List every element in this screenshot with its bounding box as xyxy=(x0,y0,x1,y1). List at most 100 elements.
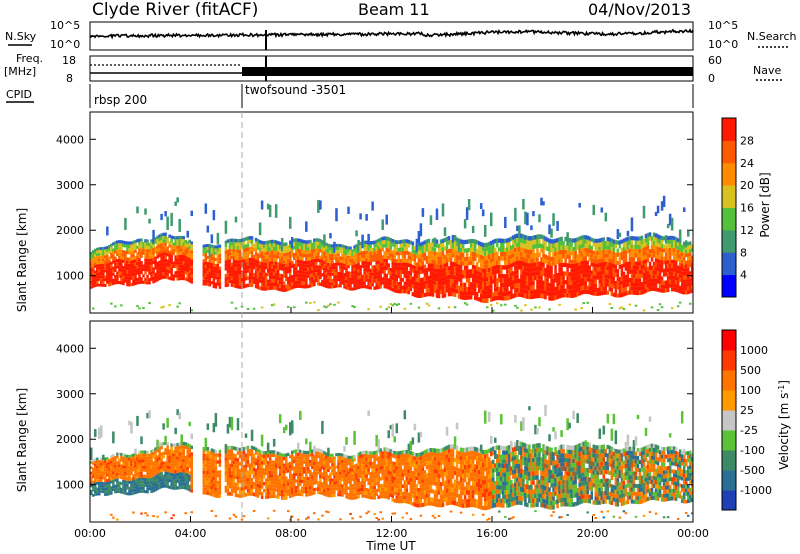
echo-cell xyxy=(421,257,425,262)
echo-cell xyxy=(353,274,356,278)
echo-cell xyxy=(566,284,569,289)
echo-cell xyxy=(234,238,238,243)
echo-cell xyxy=(178,251,181,255)
echo-cell xyxy=(538,270,541,276)
scatter-cell xyxy=(666,223,670,229)
echo-cell xyxy=(377,256,380,261)
echo-cell xyxy=(423,244,427,249)
echo-cell xyxy=(188,239,191,243)
echo-cell xyxy=(102,252,105,256)
echo-cell xyxy=(90,466,93,469)
echo-cell xyxy=(616,281,620,286)
echo-cell xyxy=(455,241,459,247)
echo-cell xyxy=(494,269,497,275)
echo-cell xyxy=(148,471,151,476)
echo-cell xyxy=(530,285,533,291)
echo-cell xyxy=(554,251,557,257)
echo-cell xyxy=(258,261,262,266)
echo-cell xyxy=(166,275,169,280)
echo-cell xyxy=(110,477,113,481)
echo-cell xyxy=(208,481,212,486)
echo-cell xyxy=(447,257,451,262)
echo-cell xyxy=(210,244,214,248)
echo-cell xyxy=(114,265,117,269)
echo-cell xyxy=(230,467,234,471)
echo-cell xyxy=(508,282,511,287)
echo-cell xyxy=(411,241,415,246)
echo-cell xyxy=(270,246,274,251)
echo-cell xyxy=(554,291,557,296)
echo-cell xyxy=(234,242,238,246)
echo-cell xyxy=(150,468,153,472)
echo-cell xyxy=(100,278,103,281)
echo-cell xyxy=(323,248,326,252)
echo-cell xyxy=(128,460,131,464)
echo-cell xyxy=(582,281,585,286)
echo-cell xyxy=(393,266,397,270)
echo-cell xyxy=(648,253,652,258)
echo-cell xyxy=(112,459,115,463)
echo-cell xyxy=(142,251,145,255)
echo-cell xyxy=(204,279,208,283)
echo-cell xyxy=(375,246,378,251)
echo-cell xyxy=(188,464,191,468)
echo-cell xyxy=(602,278,606,283)
echo-cell xyxy=(280,249,284,254)
echo-cell xyxy=(106,278,109,281)
echo-cell xyxy=(387,285,390,290)
echo-cell xyxy=(373,275,376,280)
echo-cell xyxy=(628,290,632,295)
echo-cell xyxy=(524,280,527,285)
echo-cell xyxy=(419,285,423,290)
echo-cell xyxy=(630,248,634,253)
echo-cell xyxy=(598,279,602,284)
near-range-cell xyxy=(650,306,654,309)
echo-cell xyxy=(590,282,593,287)
echo-cell xyxy=(411,257,415,261)
echo-cell xyxy=(594,263,598,268)
echo-cell xyxy=(594,238,598,243)
echo-cell xyxy=(154,463,157,467)
echo-cell xyxy=(140,450,143,454)
echo-cell xyxy=(351,252,354,256)
echo-cell xyxy=(612,251,616,256)
echo-cell xyxy=(248,283,252,287)
scatter-cell xyxy=(548,224,551,235)
echo-cell xyxy=(228,238,232,243)
echo-cell xyxy=(202,484,206,488)
near-range-cell xyxy=(580,307,583,310)
echo-cell xyxy=(520,288,523,293)
echo-cell xyxy=(256,274,260,279)
echo-cell xyxy=(556,259,559,265)
echo-cell xyxy=(656,275,660,280)
echo-cell xyxy=(560,245,563,250)
echo-cell xyxy=(124,260,127,264)
scatter-cell xyxy=(664,235,668,244)
echo-cell xyxy=(431,284,435,289)
echo-cell xyxy=(212,479,216,484)
echo-cell xyxy=(162,249,165,253)
echo-cell xyxy=(369,279,372,283)
echo-cell xyxy=(678,285,682,290)
echo-cell xyxy=(427,275,431,280)
echo-cell xyxy=(357,262,360,266)
echo-cell xyxy=(576,279,579,284)
echo-cell xyxy=(666,264,670,269)
echo-cell xyxy=(475,292,479,297)
echo-cell xyxy=(214,453,218,457)
echo-cell xyxy=(186,466,189,471)
echo-cell xyxy=(345,273,348,277)
echo-cell xyxy=(409,279,413,284)
echo-cell xyxy=(684,249,688,254)
echo-cell xyxy=(325,271,328,276)
echo-cell xyxy=(284,277,288,282)
echo-cell xyxy=(628,282,632,287)
echo-cell xyxy=(584,251,587,257)
echo-cell xyxy=(658,247,662,252)
echo-cell xyxy=(479,255,483,260)
echo-cell xyxy=(130,247,133,251)
echo-cell xyxy=(498,256,501,261)
echo-cell xyxy=(184,255,187,259)
echo-cell xyxy=(112,454,115,458)
echo-cell xyxy=(168,459,171,463)
